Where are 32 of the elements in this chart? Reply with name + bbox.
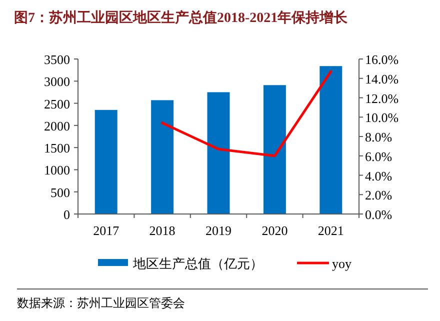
bar	[94, 110, 118, 214]
y2-tick-label: 6.0%	[365, 148, 392, 164]
y2-tick-label: 2.0%	[365, 188, 392, 203]
y2-tick-label: 8.0%	[365, 130, 392, 144]
y-tick-label: 3500	[44, 52, 70, 67]
y-tick-label: 1500	[44, 140, 70, 156]
y2-tick-label: 0.0%	[365, 207, 392, 222]
y-tick-label: 3000	[44, 74, 70, 90]
bar	[263, 85, 286, 214]
y-tick-label: 2000	[44, 118, 70, 134]
y2-tick-label: 4.0%	[365, 168, 392, 184]
y-tick-label: 2500	[44, 96, 70, 112]
y-tick-label: 500	[50, 184, 70, 200]
legend-label: 地区生产总值（亿元）	[132, 256, 263, 271]
y2-tick-label: 10.0%	[365, 110, 399, 126]
y-tick-label: 1000	[44, 162, 70, 178]
bar	[151, 100, 174, 214]
y2-tick-label: 16.0%	[365, 52, 399, 67]
x-tick-label: 2018	[149, 223, 176, 238]
source-note: 数据来源：苏州工业园区管委会	[17, 296, 185, 310]
bar	[207, 92, 230, 214]
bar	[320, 66, 342, 214]
x-tick-label: 2020	[262, 223, 288, 238]
x-tick-label: 2021	[318, 223, 344, 238]
y-tick-label: 0	[64, 207, 70, 222]
x-tick-label: 2019	[206, 223, 232, 238]
x-tick-label: 2017	[93, 223, 120, 238]
y2-tick-label: 12.0%	[365, 90, 399, 106]
y2-tick-label: 14.0%	[365, 71, 399, 86]
legend-label: yoy	[332, 256, 352, 271]
line-series	[161, 70, 332, 158]
chart-title: 图7：苏州工业园区地区生产总值2018-2021年保持增长	[14, 9, 349, 26]
